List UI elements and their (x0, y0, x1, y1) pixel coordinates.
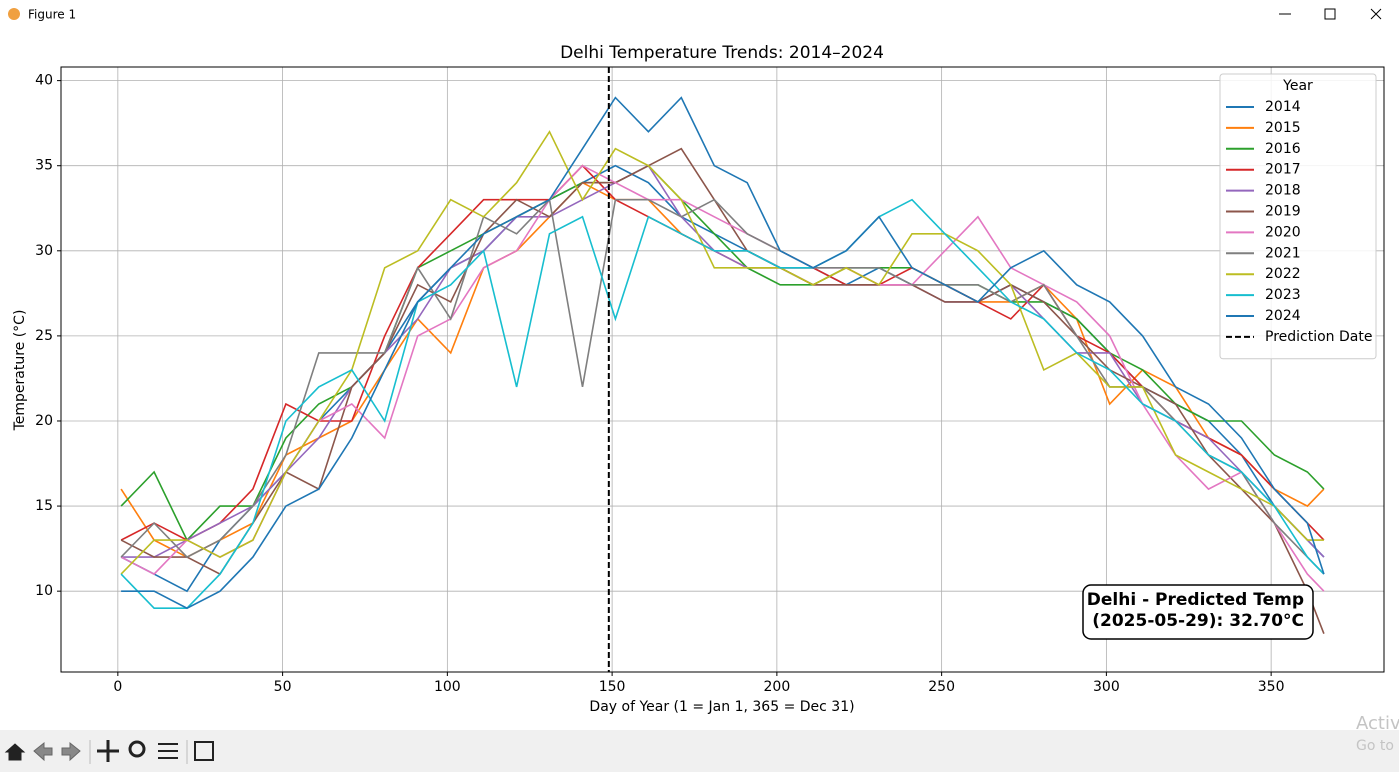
y-tick-label: 10 (35, 583, 53, 599)
series-line (120, 164, 1325, 592)
y-tick-label: 15 (35, 498, 53, 514)
annotation-box (1082, 584, 1314, 640)
legend-label: 2024 (1265, 308, 1301, 324)
close-button[interactable] (1370, 8, 1382, 20)
legend-label: 2023 (1265, 287, 1301, 303)
y-tick-label: 25 (35, 328, 53, 344)
annotation-text: (2025-05-29): 32.70°C (1092, 611, 1304, 631)
legend-label: 2021 (1265, 245, 1301, 261)
legend-label: 2019 (1265, 204, 1301, 220)
series-line (120, 198, 1325, 609)
legend-label: 2016 (1265, 141, 1301, 157)
x-tick-label: 100 (434, 679, 461, 695)
chart: Delhi Temperature Trends: 2014–2024 Day … (12, 43, 1385, 715)
x-tick-label: 250 (928, 679, 955, 695)
watermark-text: Go to S (1356, 738, 1399, 754)
legend-label: 2017 (1265, 162, 1301, 178)
window-title: Figure 1 (28, 8, 76, 22)
app-icon (8, 8, 20, 20)
watermark-text: Activ (1356, 713, 1399, 734)
legend-title: Year (1282, 78, 1313, 94)
x-tick-label: 50 (274, 679, 292, 695)
plot-frame (60, 66, 1385, 673)
legend-label: 2022 (1265, 266, 1301, 282)
forward-button[interactable] (61, 741, 81, 762)
legend-label: 2015 (1265, 120, 1301, 136)
y-tick-label: 40 (35, 73, 53, 89)
y-axis-label: Temperature (°C) (12, 310, 28, 432)
zoom-button[interactable] (128, 740, 146, 758)
y-tick-label: 30 (35, 243, 53, 259)
series-line (121, 96, 1325, 610)
annotation-text: Delhi - Predicted Temp (1087, 590, 1304, 610)
x-tick-label: 150 (599, 679, 626, 695)
x-axis-label: Day of Year (1 = Jan 1, 365 = Dec 31) (589, 699, 854, 715)
toolbar (0, 730, 1399, 772)
series-line (120, 130, 1324, 575)
x-tick-label: 300 (1093, 679, 1120, 695)
x-tick-label: 200 (764, 679, 791, 695)
legend-label: 2014 (1265, 99, 1301, 115)
series-line (121, 164, 1325, 558)
pan-button[interactable] (97, 740, 119, 762)
y-tick-label: 20 (35, 413, 53, 429)
title-bar (0, 0, 1399, 30)
home-button[interactable] (4, 743, 26, 761)
back-button[interactable] (33, 741, 53, 762)
y-tick-label: 35 (35, 158, 53, 174)
legend-label: 2018 (1265, 183, 1301, 199)
maximize-button[interactable] (1324, 8, 1336, 20)
x-tick-label: 350 (1258, 679, 1285, 695)
x-tick-label: 0 (113, 679, 122, 695)
configure-button[interactable] (158, 743, 178, 759)
legend-label: Prediction Date (1265, 329, 1372, 345)
save-button[interactable] (194, 741, 214, 761)
legend-box (1219, 73, 1377, 360)
series-line (120, 164, 1325, 593)
chart-title: Delhi Temperature Trends: 2014–2024 (560, 43, 884, 63)
legend-label: 2020 (1265, 224, 1301, 240)
